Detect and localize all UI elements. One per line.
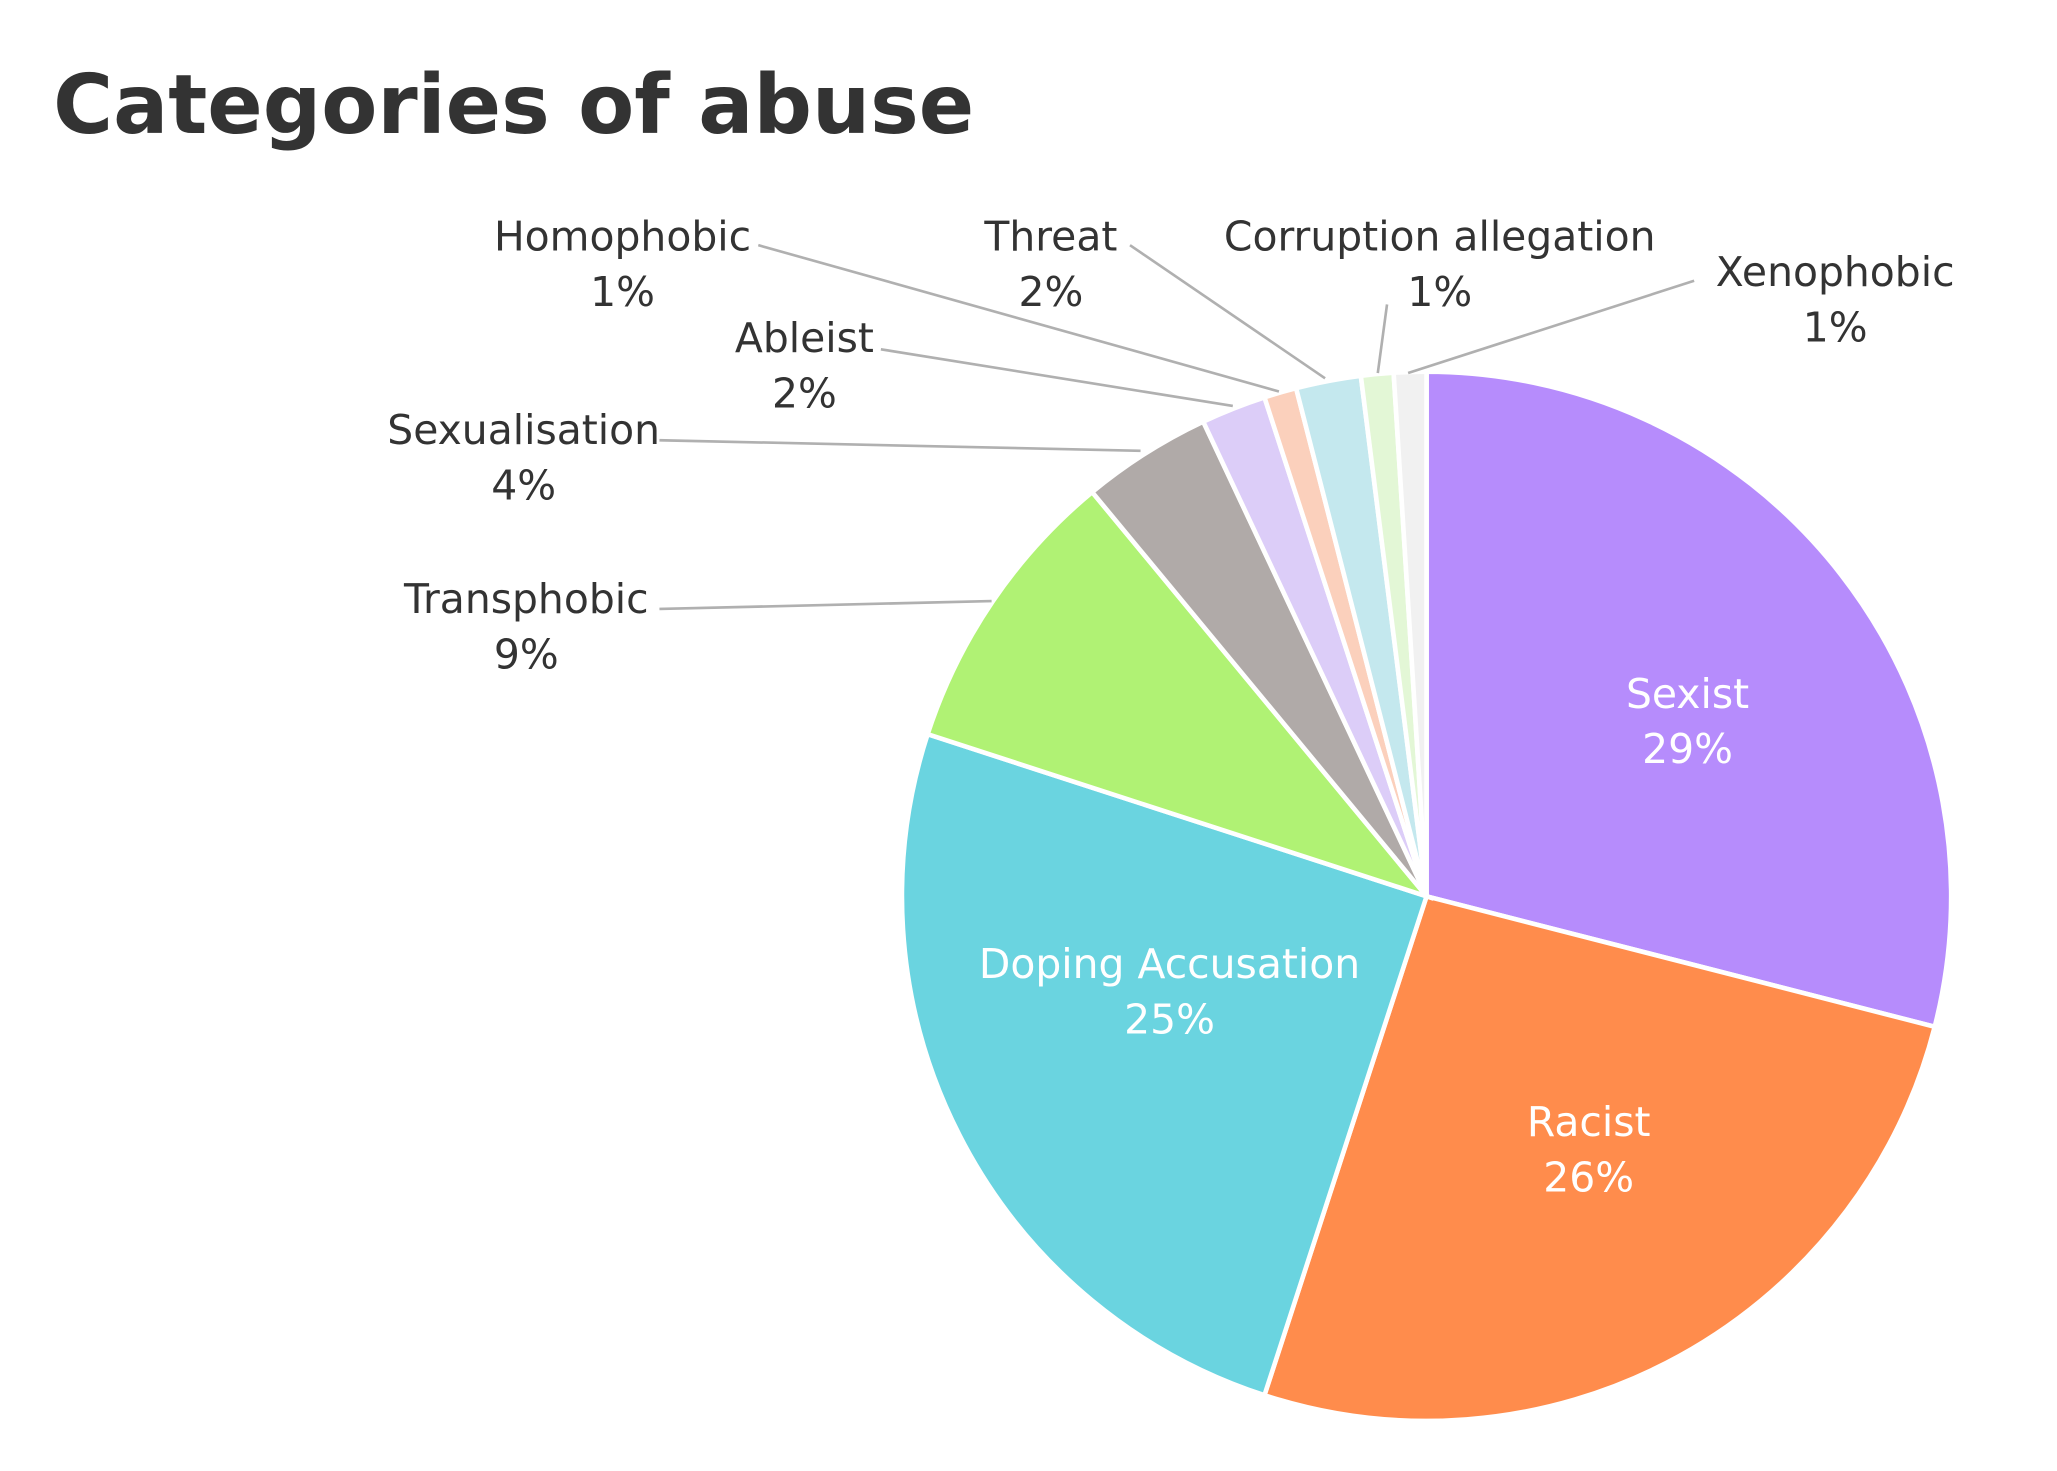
leader-line (659, 599, 992, 611)
leader-line (659, 438, 1141, 453)
slice-value: 26% (1543, 1154, 1634, 1202)
slice-value: 1% (1407, 268, 1472, 316)
slice-label: Threat (983, 212, 1117, 260)
leader-lines (659, 243, 1695, 611)
slice-value: 2% (772, 369, 837, 417)
slice-label: Doping Accusation (979, 940, 1360, 988)
slice-label: Transphobic (403, 575, 649, 623)
slice-value: 2% (1018, 268, 1083, 316)
pie-slice-doping-accusation (899, 731, 1430, 1399)
slice-value: 4% (491, 462, 556, 510)
slice-label: Sexist (1626, 670, 1749, 718)
slice-value: 29% (1642, 725, 1733, 773)
leader-line (1376, 304, 1389, 374)
slice-value: 1% (1803, 303, 1868, 351)
slice-label: Corruption allegation (1224, 212, 1656, 260)
pie-slice-sexist (1424, 369, 1954, 1030)
leader-line (1129, 244, 1326, 380)
pie-slice-racist (1261, 893, 1938, 1424)
slice-value: 25% (1124, 995, 1215, 1043)
slice-value: 1% (590, 268, 655, 316)
leader-line (1407, 279, 1695, 375)
pie-slice-transphobic (924, 488, 1434, 901)
slice-label: Racist (1527, 1098, 1651, 1146)
slice-value: 9% (494, 630, 559, 678)
leader-line (880, 347, 1234, 408)
slice-label: Xenophobic (1716, 248, 1955, 296)
pie-slices (899, 369, 1954, 1424)
slice-label: Sexualisation (387, 406, 660, 454)
slice-labels: Sexist 29% Racist 26% Doping Accusation 25% Tr… (387, 212, 1954, 1201)
leader-line (757, 243, 1280, 393)
slice-label: Homophobic (494, 212, 751, 260)
chart-title: Categories of abuse (53, 58, 974, 153)
slice-label: Ableist (735, 314, 874, 362)
